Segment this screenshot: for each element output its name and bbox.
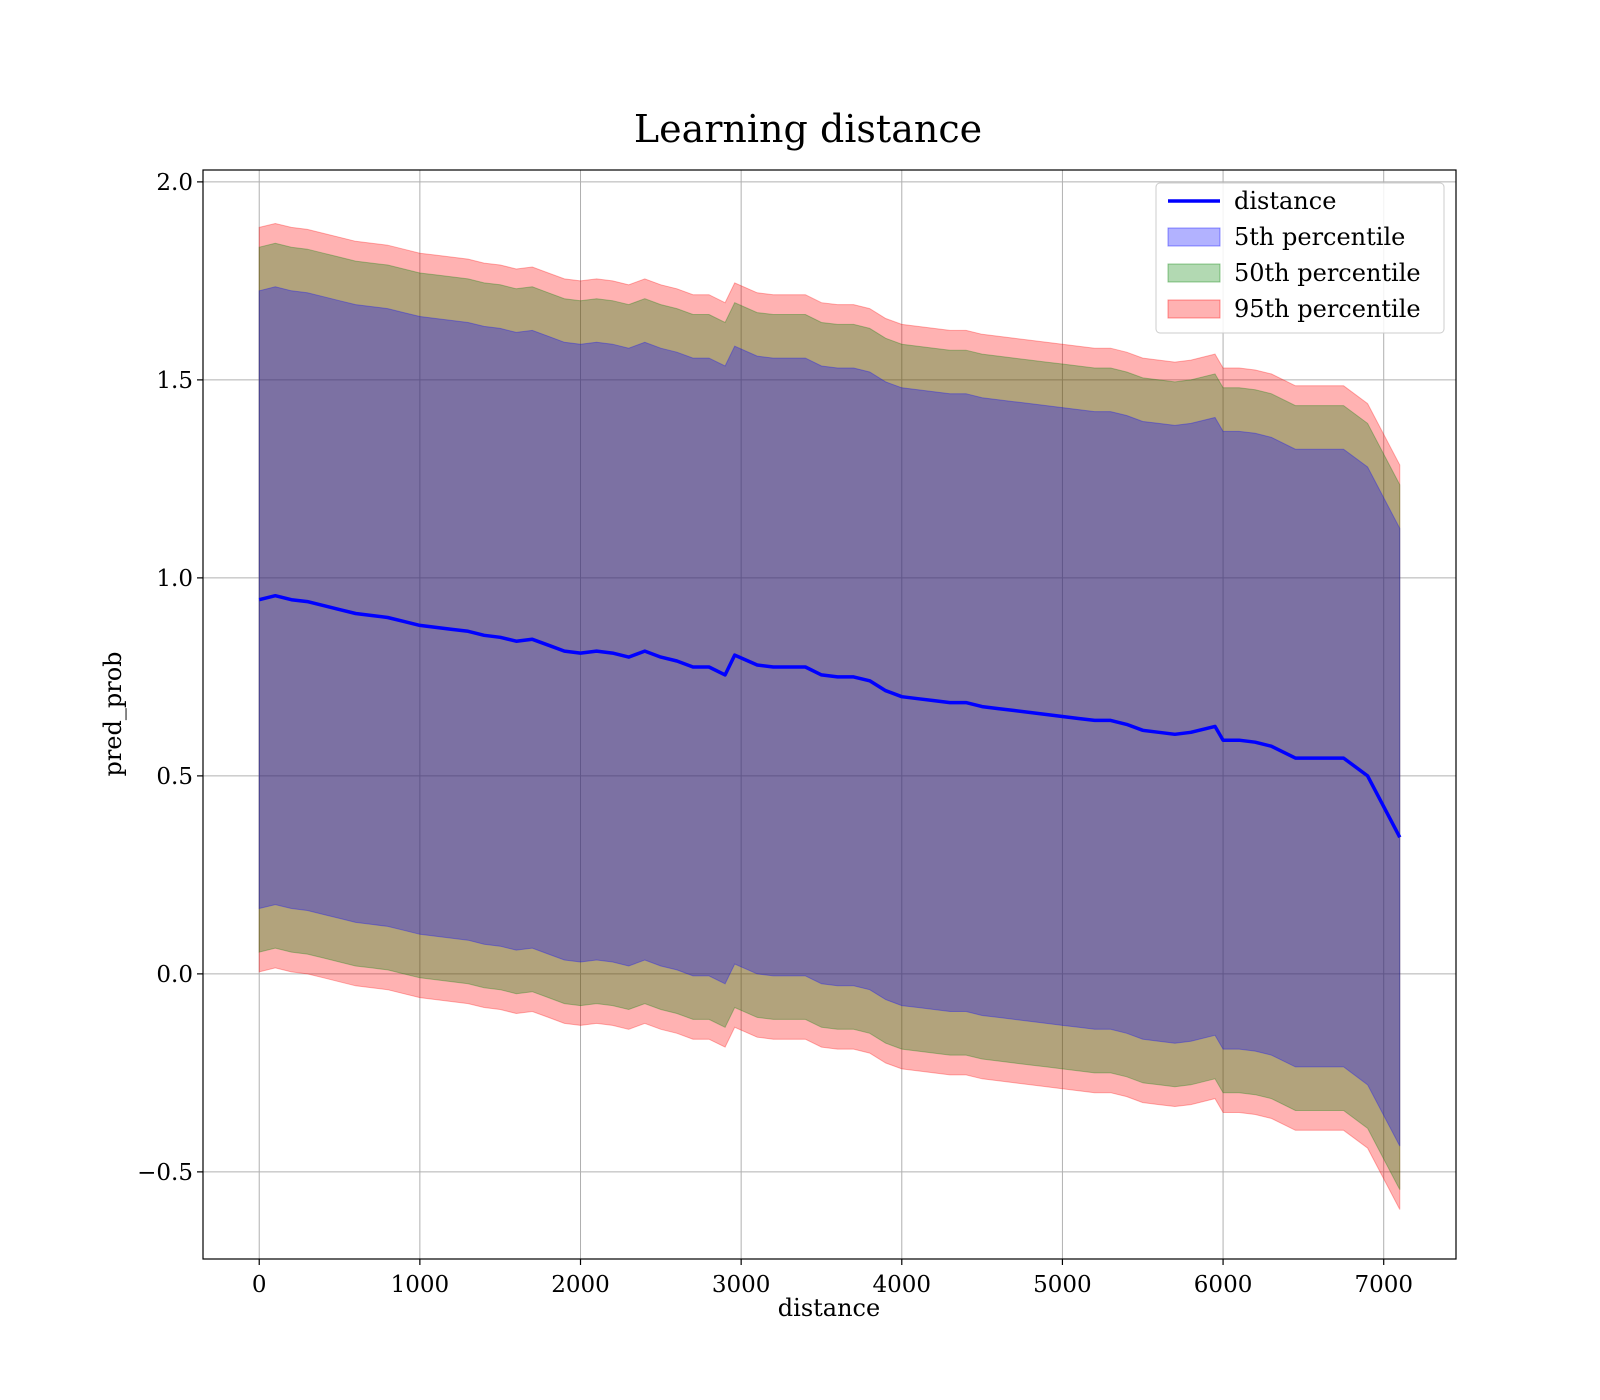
y-tick-label-2: 0.5 (156, 764, 193, 790)
plot-frame (202, 169, 1457, 1260)
grid-layer (203, 170, 1456, 1259)
legend-swatch-50th-percentile (1167, 263, 1221, 283)
x-tick-label-6: 6000 (1194, 1272, 1253, 1298)
x-axis-label: distance (778, 1294, 880, 1322)
y-tick-label-4: 1.5 (156, 368, 193, 394)
y-tick-label-5: 2.0 (156, 170, 193, 196)
legend-swatch-95th-percentile (1167, 299, 1221, 319)
bands-layer (258, 222, 1401, 1210)
y-tick-label-1: 0.0 (156, 962, 193, 988)
y-tick-label-3: 1.0 (156, 566, 193, 592)
legend: distance 5th percentile 50th percentile 95t… (1155, 182, 1445, 334)
x-axis: 0 1000 2000 3000 4000 5000 6000 7000 (252, 1259, 1413, 1298)
x-tick-label-5: 5000 (1033, 1272, 1092, 1298)
line-layer (258, 593, 1402, 839)
legend-items: distance 5th percentile 50th percentile 95t… (1167, 187, 1421, 323)
legend-frame (1155, 182, 1445, 334)
band-5th-percentile (258, 286, 1401, 1147)
x-tick-label-3: 3000 (712, 1272, 771, 1298)
chart-title: Learning distance (634, 107, 982, 151)
y-axis-label: pred_prob (99, 651, 127, 776)
y-tick-label-0: −0.5 (137, 1160, 193, 1186)
x-tick-label-1: 1000 (391, 1272, 450, 1298)
legend-swatch-5th-percentile (1167, 227, 1221, 247)
y-axis: −0.5 0.0 0.5 1.0 1.5 2.0 (137, 170, 203, 1186)
series-line-distance (258, 593, 1402, 839)
x-tick-label-7: 7000 (1354, 1272, 1413, 1298)
band-50th-percentile (258, 242, 1401, 1190)
legend-label-2: 50th percentile (1234, 259, 1421, 287)
legend-label-3: 95th percentile (1234, 295, 1421, 323)
legend-label-1: 5th percentile (1234, 223, 1405, 251)
legend-label-0: distance (1234, 187, 1336, 215)
band-95th-percentile (258, 222, 1401, 1210)
x-tick-label-0: 0 (252, 1272, 267, 1298)
x-tick-label-4: 4000 (873, 1272, 932, 1298)
x-tick-label-2: 2000 (551, 1272, 610, 1298)
